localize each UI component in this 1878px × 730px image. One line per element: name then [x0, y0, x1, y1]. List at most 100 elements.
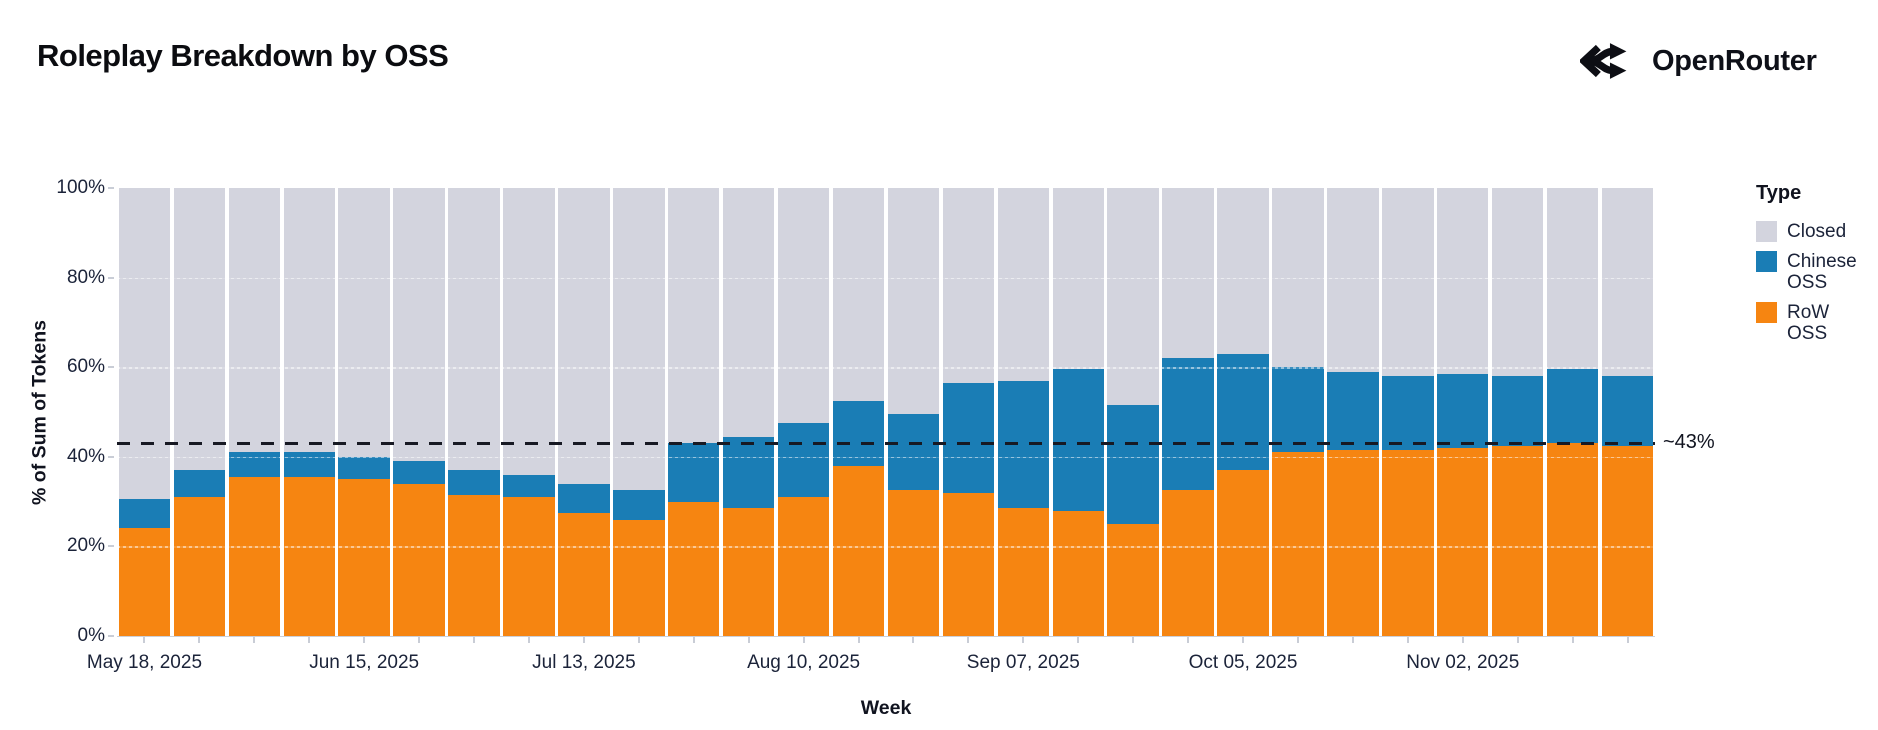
threshold-line	[117, 441, 1655, 445]
bar-segment-chinese-oss	[1491, 376, 1544, 446]
x-tick-mark	[308, 637, 311, 643]
bar-segment-row-oss	[448, 494, 500, 636]
bar-segment-row-oss	[173, 497, 226, 636]
bar-segment-closed	[1107, 188, 1159, 406]
bar-segment-chinese-oss	[668, 443, 720, 502]
legend-item-row-oss: RoW OSS	[1756, 302, 1874, 344]
x-tick-mark	[1187, 637, 1190, 643]
y-tick-label: 40%	[66, 445, 105, 467]
bar-segment-chinese-oss	[283, 452, 335, 477]
bar-segment-chinese-oss	[1107, 405, 1159, 524]
bar-segment-row-oss	[887, 490, 940, 636]
x-tick-mark	[1461, 637, 1464, 643]
legend-items: Closed Chinese OSS RoW OSS	[1756, 221, 1874, 344]
bar-segment-row-oss	[1162, 490, 1214, 636]
bar-segment-chinese-oss	[448, 470, 500, 495]
bar-segment-chinese-oss	[832, 400, 885, 466]
legend-swatch-closed	[1756, 221, 1777, 242]
bar-segment-row-oss	[1601, 445, 1654, 636]
bar-segment-chinese-oss	[887, 414, 940, 491]
x-tick-mark	[198, 637, 201, 643]
legend-swatch-row-oss	[1756, 302, 1777, 323]
bar-segment-chinese-oss	[1052, 369, 1104, 511]
y-tick-label: 100%	[56, 177, 105, 198]
x-tick-mark	[1406, 637, 1409, 643]
x-tick-label: Oct 05, 2025	[1188, 652, 1298, 673]
x-tick-label: Jul 13, 2025	[532, 652, 636, 673]
x-tick-mark	[1077, 637, 1080, 643]
y-tick-mark	[108, 545, 114, 548]
bar-segment-row-oss	[722, 508, 775, 636]
legend-item-closed: Closed	[1756, 221, 1874, 242]
bar-segment-chinese-oss	[1162, 358, 1214, 491]
bar-segment-chinese-oss	[1601, 376, 1654, 446]
bar-segment-row-oss	[942, 492, 995, 636]
legend-item-chinese-oss: Chinese OSS	[1756, 251, 1874, 293]
x-tick-mark	[253, 637, 256, 643]
x-tick-label: Aug 10, 2025	[747, 652, 861, 673]
bar-segment-closed	[1162, 188, 1214, 359]
bar-segment-closed	[942, 188, 995, 383]
bar-segment-closed	[173, 188, 226, 471]
x-tick-mark	[747, 637, 750, 643]
bar-segment-chinese-oss	[173, 470, 226, 498]
x-tick-mark	[363, 637, 366, 643]
bar-segment-chinese-oss	[1327, 371, 1379, 451]
legend-label: Chinese OSS	[1787, 251, 1857, 293]
x-tick-mark	[1351, 637, 1354, 643]
y-tick-mark	[108, 187, 114, 189]
chart-title: Roleplay Breakdown by OSS	[37, 38, 449, 73]
bar-segment-row-oss	[668, 501, 720, 636]
bar-segment-row-oss	[393, 483, 445, 636]
threshold-label: ~43%	[1663, 431, 1715, 453]
x-tick-mark	[1296, 637, 1299, 643]
x-tick-mark	[527, 637, 530, 643]
bar-segment-chinese-oss	[942, 382, 995, 493]
x-tick-mark	[1022, 637, 1025, 643]
bar-segment-row-oss	[1052, 510, 1104, 636]
x-tick-mark	[473, 637, 476, 643]
bar-segment-closed	[503, 188, 555, 475]
x-tick-label: Nov 02, 2025	[1406, 652, 1520, 673]
bar-segment-closed	[613, 188, 665, 491]
bar-segment-chinese-oss	[118, 499, 171, 529]
x-tick-mark	[1516, 637, 1519, 643]
bar-segment-row-oss	[777, 497, 830, 636]
x-tick-mark	[857, 637, 860, 643]
bar-segment-closed	[228, 188, 281, 453]
bar-segment-chinese-oss	[1382, 376, 1434, 451]
bar-segment-row-oss	[1272, 452, 1324, 636]
bar-segment-closed	[887, 188, 940, 415]
bar-segment-row-oss	[228, 476, 281, 636]
bar-segment-chinese-oss	[228, 452, 281, 477]
y-tick-mark	[108, 276, 114, 279]
bar-segment-closed	[777, 188, 830, 424]
gridline-40	[117, 456, 1655, 459]
y-tick-label: 20%	[66, 535, 105, 557]
bar-segment-closed	[1491, 188, 1544, 377]
brand-name: OpenRouter	[1652, 44, 1817, 77]
y-tick-label: 60%	[66, 356, 105, 378]
bar-segment-closed	[1437, 188, 1489, 374]
bar-segment-closed	[1327, 188, 1379, 372]
bar-segment-chinese-oss	[613, 490, 665, 520]
bar-segment-row-oss	[1382, 450, 1434, 636]
bar-segment-chinese-oss	[722, 436, 775, 509]
x-tick-mark	[1571, 637, 1574, 643]
bar-segment-closed	[118, 188, 171, 500]
bar-segment-chinese-oss	[558, 483, 610, 513]
bar-segment-chinese-oss	[1546, 369, 1599, 444]
bar-segment-row-oss	[283, 476, 335, 636]
bar-segment-row-oss	[1491, 445, 1544, 636]
bar-segment-closed	[997, 188, 1050, 381]
bar-segment-row-oss	[118, 528, 171, 636]
bar-segment-chinese-oss	[777, 423, 830, 498]
bar-segment-closed	[722, 188, 775, 437]
legend-swatch-chinese-oss	[1756, 251, 1777, 272]
x-tick-label: May 18, 2025	[86, 652, 203, 673]
x-tick-mark	[802, 637, 805, 643]
legend: Type Closed Chinese OSS RoW OSS	[1756, 182, 1874, 353]
x-tick-mark	[912, 637, 915, 643]
bar-segment-row-oss	[1437, 447, 1489, 636]
bar-segment-chinese-oss	[503, 474, 555, 498]
